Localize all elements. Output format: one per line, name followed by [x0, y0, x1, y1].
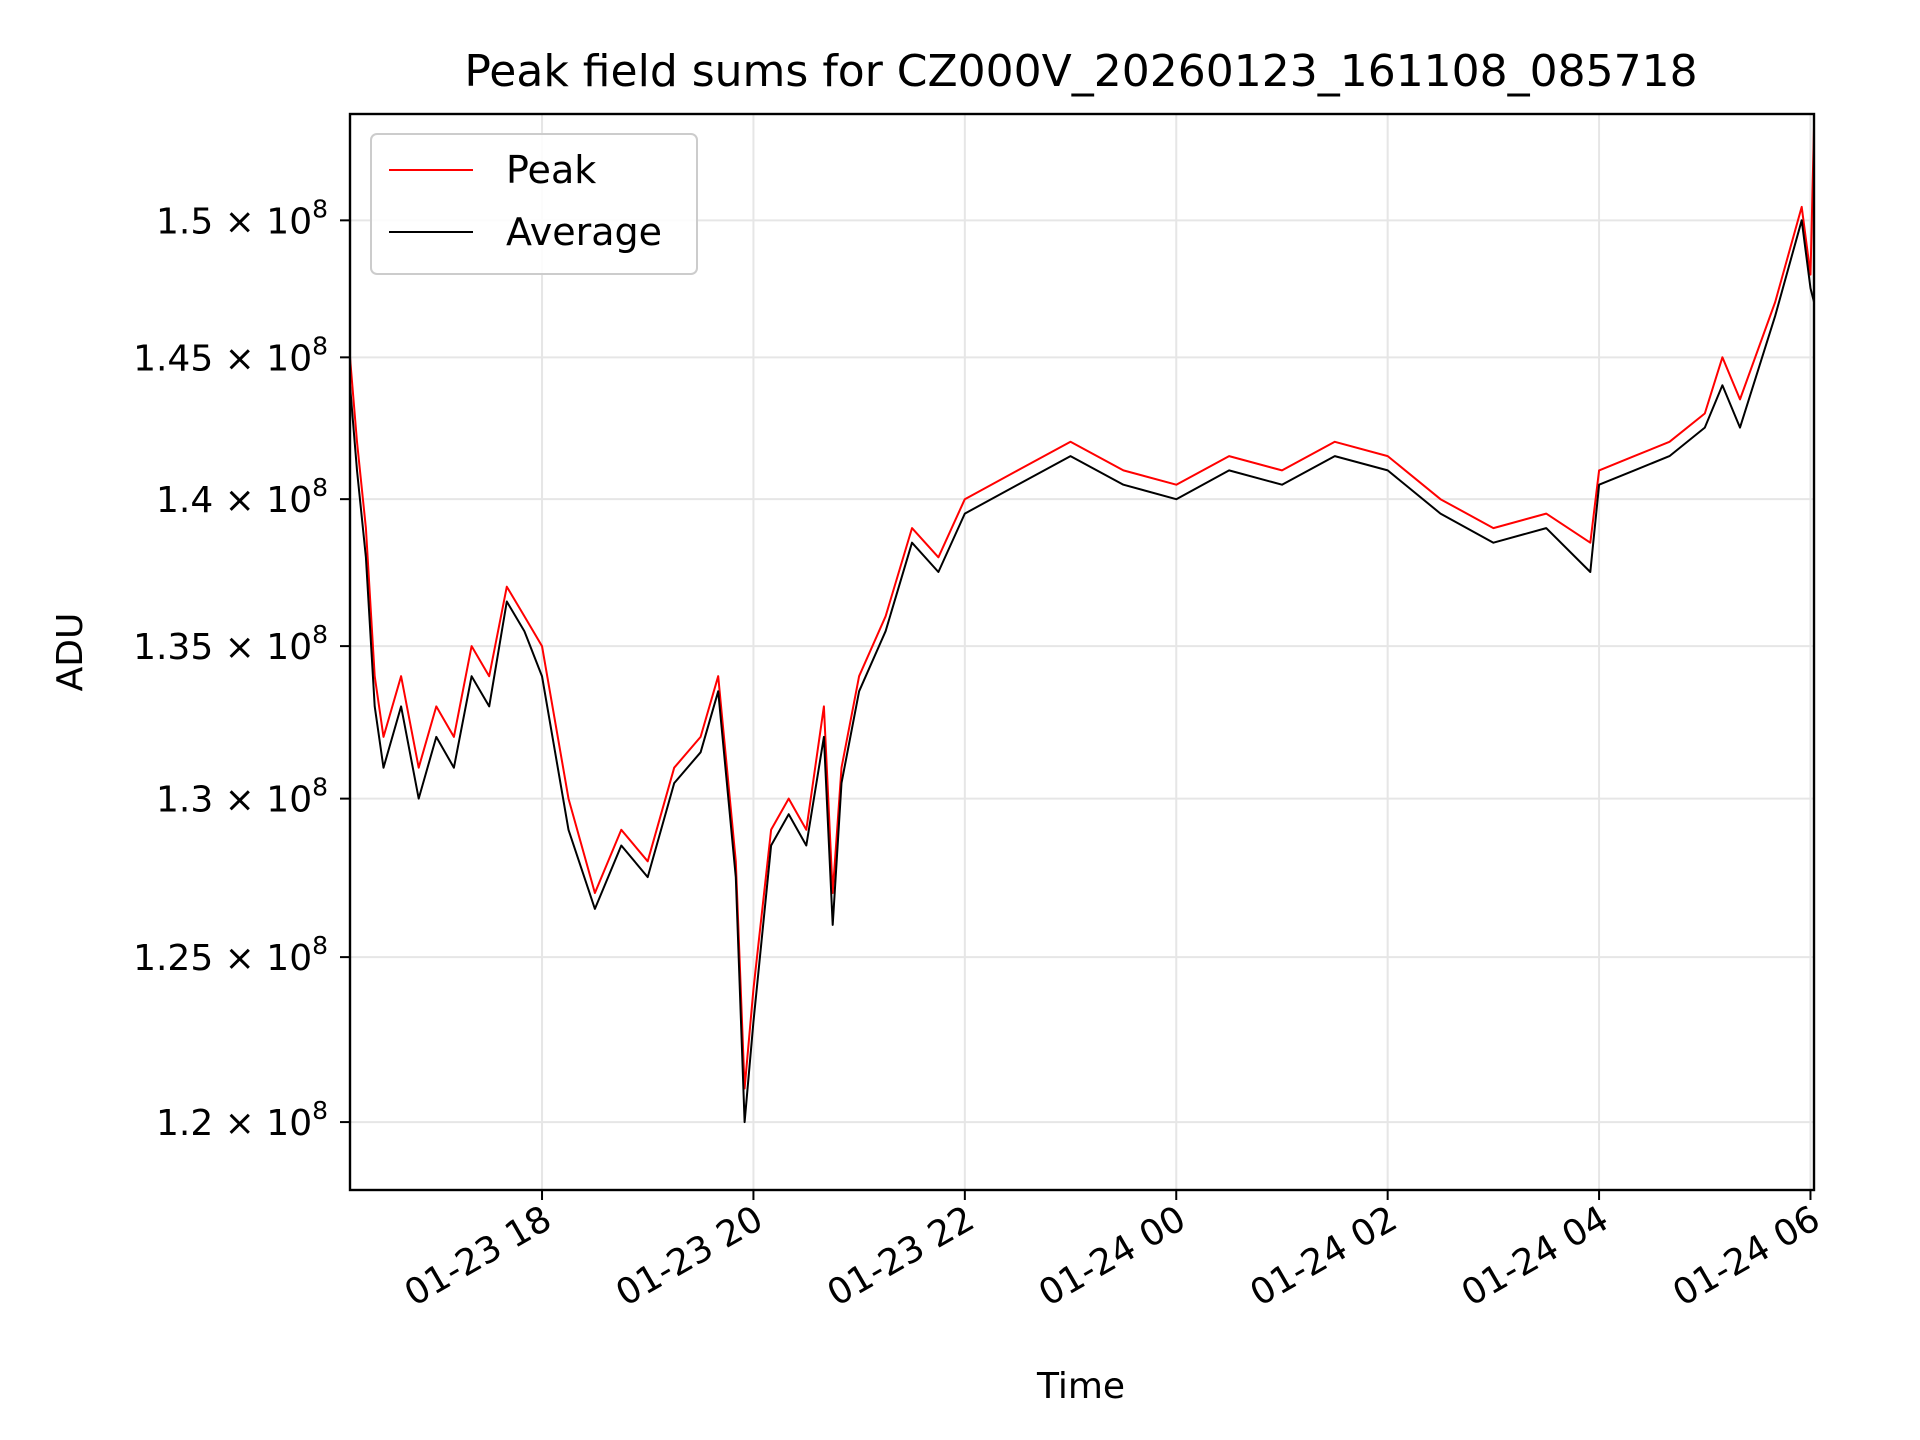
y-tick-times: × 10 [213, 627, 312, 668]
y-tick-times: × 10 [213, 1103, 312, 1144]
y-tick-label: 1.2 × 108 [156, 1096, 328, 1144]
legend-label-average: Average [506, 210, 662, 254]
x-axis-label: Time [1036, 1366, 1125, 1407]
legend: Peak Average [370, 133, 698, 275]
y-tick-exponent: 8 [312, 331, 328, 360]
y-tick-label: 1.45 × 108 [133, 331, 328, 379]
y-tick-label: 1.25 × 108 [133, 931, 328, 979]
y-tick-mantissa: 1.4 [156, 480, 213, 521]
y-tick-mantissa: 1.5 [156, 201, 213, 242]
y-tick-mantissa: 1.2 [156, 1103, 213, 1144]
y-tick-times: × 10 [213, 480, 312, 521]
y-tick-mantissa: 1.3 [156, 780, 213, 821]
y-tick-mantissa: 1.45 [133, 338, 213, 379]
y-tick-times: × 10 [213, 780, 312, 821]
y-tick-mantissa: 1.25 [133, 938, 213, 979]
chart-title: Peak field sums for CZ000V_20260123_1611… [464, 46, 1697, 97]
y-tick-label: 1.3 × 108 [156, 773, 328, 821]
legend-label-peak: Peak [506, 148, 596, 192]
y-tick-exponent: 8 [312, 931, 328, 960]
series-line-average [349, 219, 1815, 1124]
series-line-peak [349, 127, 1815, 1090]
y-tick-times: × 10 [213, 201, 312, 242]
y-tick-mantissa: 1.35 [133, 627, 213, 668]
y-tick-exponent: 8 [312, 473, 328, 502]
series-group [349, 127, 1815, 1124]
grid [350, 114, 1814, 1190]
y-tick-times: × 10 [213, 338, 312, 379]
y-tick-exponent: 8 [312, 773, 328, 802]
y-tick-exponent: 8 [312, 1096, 328, 1125]
y-tick-exponent: 8 [312, 194, 328, 223]
y-tick-exponent: 8 [312, 620, 328, 649]
y-tick-label: 1.4 × 108 [156, 473, 328, 521]
y-tick-label: 1.5 × 108 [156, 194, 328, 242]
plot-frame [348, 112, 1816, 1192]
y-tick-times: × 10 [213, 938, 312, 979]
y-tick-label: 1.35 × 108 [133, 620, 328, 668]
y-axis-label: ADU [50, 613, 91, 692]
